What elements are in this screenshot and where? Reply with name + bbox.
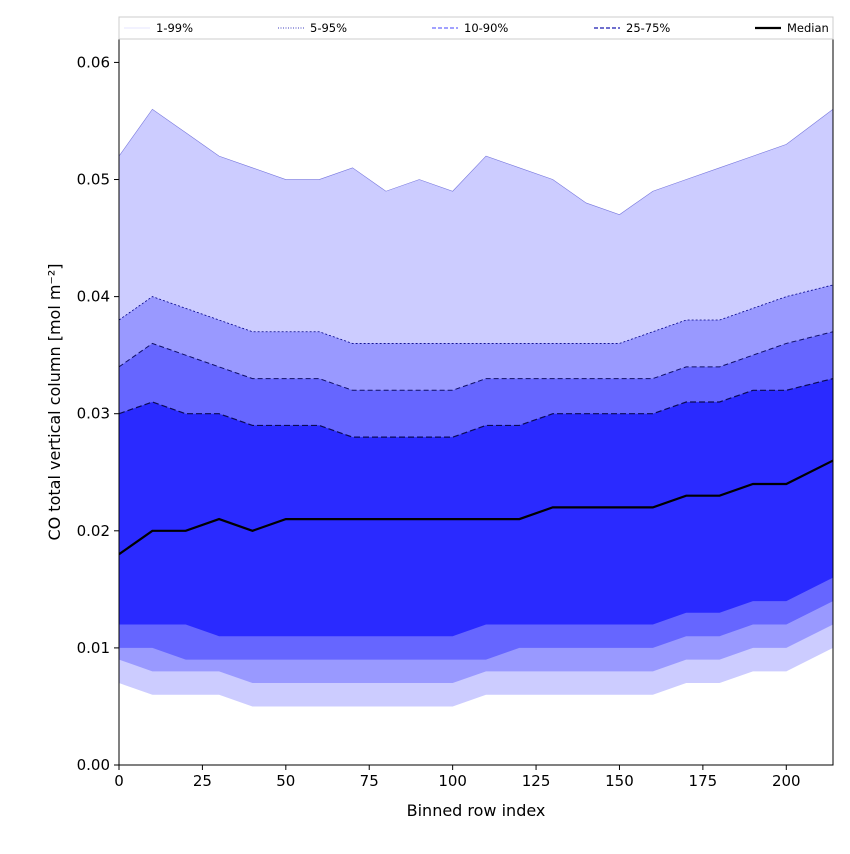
median-line [119,459,833,556]
legend-label: 1-99% [156,21,193,35]
x-tick-label: 50 [276,772,295,790]
x-tick-label: 100 [438,772,467,790]
x-tick-label: 0 [114,772,124,790]
y-axis-label: CO total vertical column [mol m⁻²] [45,263,64,540]
legend-label: 5-95% [310,21,347,35]
band-upper-edge-25-75pct [119,377,833,438]
band-upper-edge-1-99pct [119,108,833,215]
y-tick-label: 0.02 [77,522,110,540]
band-upper-edge-10-90pct [119,331,833,391]
y-axis: 0.00 0.01 0.02 0.03 0.04 0.05 0.06 [77,53,119,774]
y-tick-label: 0.04 [77,288,110,306]
x-tick-label: 200 [772,772,801,790]
y-tick-label: 0.03 [77,405,110,423]
x-tick-label: 125 [522,772,551,790]
x-axis: 0 25 50 75 100 125 150 175 200 [114,765,801,790]
x-tick-label: 75 [360,772,379,790]
legend: 1-99% 5-95% 10-90% 25-75% Median [118,16,834,40]
y-tick-label: 0.05 [77,171,110,189]
legend-label: Median [787,21,829,35]
x-axis-label: Binned row index [407,801,546,820]
legend-label: 10-90% [464,21,508,35]
y-tick-label: 0.01 [77,639,110,657]
y-tick-label: 0.06 [77,53,110,71]
x-tick-label: 150 [605,772,634,790]
band-25-75pct [119,378,833,637]
x-tick-label: 175 [689,772,718,790]
bands-layer [119,108,833,707]
band-upper-edge-5-95pct [119,284,833,344]
legend-label: 25-75% [626,21,670,35]
y-tick-label: 0.00 [77,756,110,774]
x-tick-label: 25 [193,772,212,790]
legend-box [118,16,834,40]
